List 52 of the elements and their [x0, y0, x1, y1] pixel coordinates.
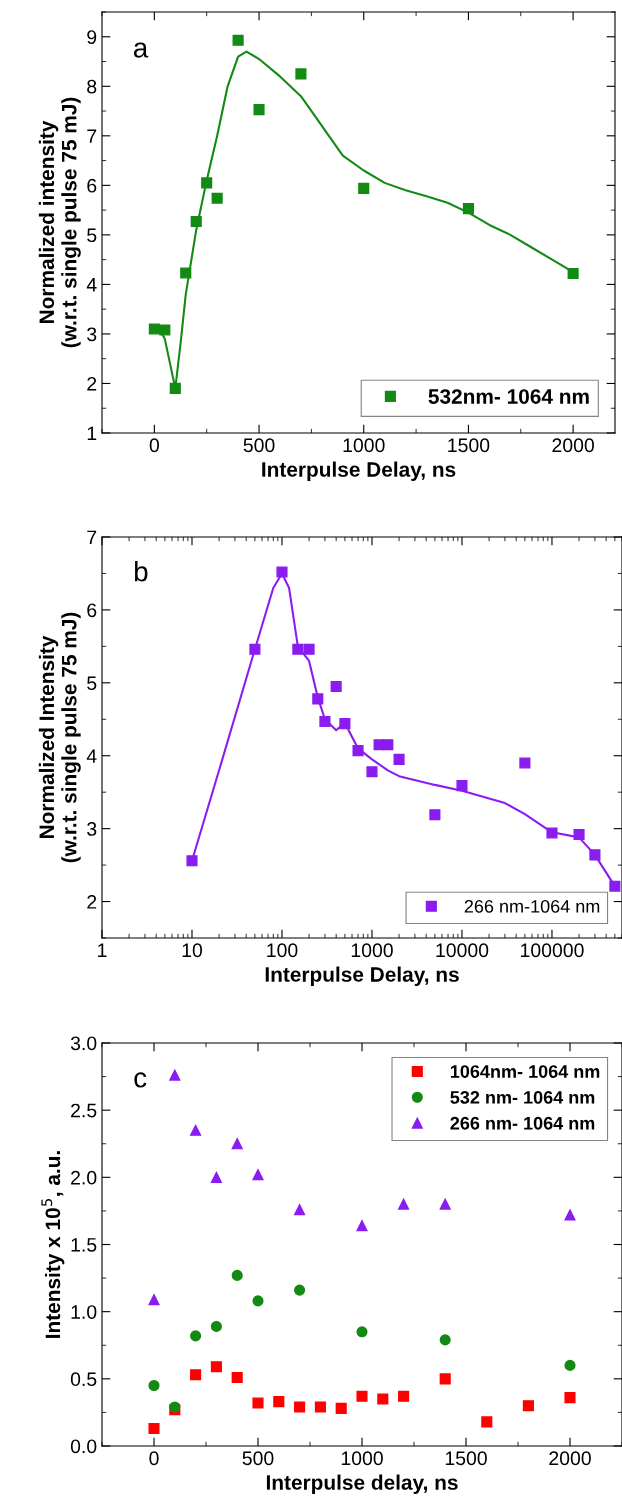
x-tick-label: 1000 — [351, 943, 393, 958]
annotation: c — [134, 1072, 147, 1088]
x-tick-label: 0 — [149, 438, 159, 453]
x-tick-label: 1500 — [448, 438, 490, 453]
y-tick-label: 0.5 — [70, 1372, 97, 1387]
x-axis-title: Interpulse Delay, ns — [265, 966, 459, 986]
x-axis-title: Interpulse Delay, ns — [262, 461, 456, 481]
y-tick-label: 5 — [87, 676, 97, 691]
y-tick-label: 0.0 — [70, 1439, 97, 1454]
x-tick-label: 2000 — [552, 438, 594, 453]
x-tick-label: 1500 — [445, 1451, 487, 1466]
y-tick-label: 1.0 — [71, 1305, 97, 1319]
y-axis-title: Normalized Intensity (w.r.t. single pulse 75 mJ) — [38, 612, 81, 863]
x-axis-title: Interpulse delay, ns — [266, 1474, 458, 1494]
legend-label: 1064nm- 1064 nm — [450, 1065, 600, 1078]
x-tick-label: 1000 — [343, 438, 385, 453]
y-tick-label: 4 — [86, 278, 97, 292]
x-tick-label: 500 — [242, 1451, 274, 1466]
x-tick-label: 100 — [267, 943, 298, 958]
x-tick-label: 100000 — [521, 943, 584, 958]
x-tick-label: 10000 — [436, 943, 489, 958]
x-tick-label: 500 — [243, 438, 275, 453]
annotation: a — [133, 42, 149, 58]
legend-label: 532 nm- 1064 nm — [450, 1091, 595, 1104]
y-tick-label: 9 — [87, 30, 97, 44]
y-tick-label: 7 — [87, 530, 97, 545]
legend-label: 532nm- 1064 nm — [428, 389, 589, 404]
y-axis-title: Normalized intensity (w.r.t. single pulse 75 mJ) — [38, 97, 81, 348]
x-tick-label: 1000 — [341, 1451, 383, 1466]
y-tick-label: 6 — [87, 178, 97, 193]
y-tick-label: 3 — [87, 822, 97, 836]
annotation: b — [134, 561, 148, 582]
x-tick-label: 10 — [182, 943, 203, 958]
y-tick-label: 2.5 — [71, 1103, 97, 1118]
y-tick-label: 8 — [87, 79, 97, 94]
y-tick-label: 6 — [87, 603, 97, 618]
y-tick-label: 3 — [87, 327, 97, 342]
y-tick-label: 3.0 — [70, 1036, 97, 1051]
y-axis-title: Intensity x 10$^{5}$, a.u. — [41, 1151, 65, 1338]
y-tick-label: 2.0 — [71, 1170, 97, 1185]
legend-label: 266 nm-1064 nm — [464, 899, 600, 913]
y-tick-label: 1.5 — [71, 1238, 97, 1252]
y-tick-label: 2 — [87, 376, 97, 391]
x-tick-label: 0 — [149, 1451, 159, 1466]
x-tick-label: 1 — [98, 943, 107, 957]
x-tick-label: 2000 — [549, 1451, 591, 1466]
legend-label: 266 nm- 1064 nm — [450, 1116, 595, 1130]
y-tick-label: 4 — [86, 749, 97, 763]
y-tick-label: 7 — [87, 129, 97, 143]
y-tick-label: 1 — [87, 426, 97, 441]
y-tick-label: 5 — [87, 228, 97, 243]
y-tick-label: 2 — [87, 895, 97, 909]
